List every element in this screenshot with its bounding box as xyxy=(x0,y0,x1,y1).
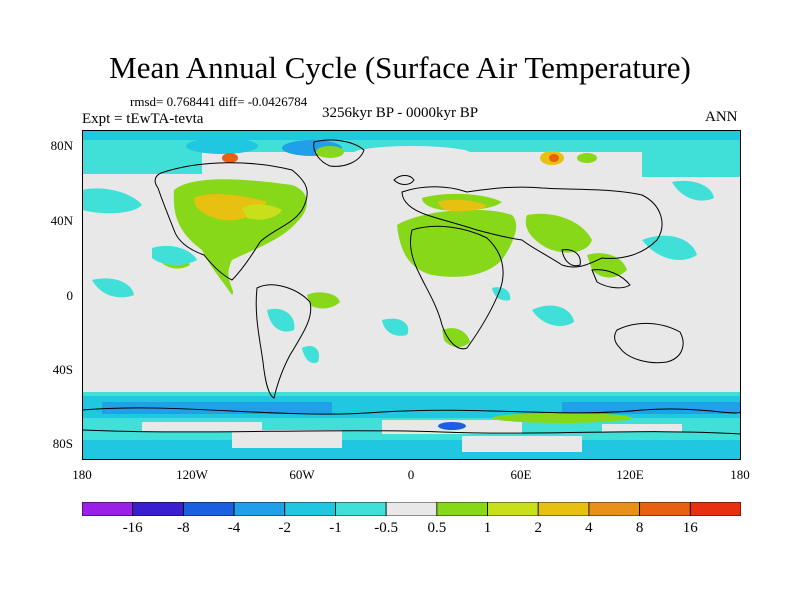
x-tick-label: 0 xyxy=(407,467,415,482)
x-tick-label: 120E xyxy=(616,467,644,482)
y-tick-label: 80S xyxy=(52,436,73,451)
map-frame xyxy=(82,130,741,460)
colorbar-box xyxy=(639,502,691,516)
colorbar-box xyxy=(689,502,741,516)
colorbar-label: -4 xyxy=(227,520,241,536)
x-tick-label: 60W xyxy=(289,467,315,482)
stats-line: rmsd= 0.768441 diff= -0.0426784 xyxy=(130,94,308,109)
southern-cool-bands xyxy=(82,392,741,460)
colorbar-box xyxy=(385,502,438,516)
experiment-label: Expt = tEwTA-tevta xyxy=(82,111,204,127)
anomaly-map xyxy=(82,130,741,460)
colorbar-label: -8 xyxy=(177,520,190,536)
colorbar-box xyxy=(335,502,387,516)
colorbar-label: 2 xyxy=(534,520,542,536)
colorbar-box xyxy=(82,502,134,516)
colorbar-box xyxy=(588,502,641,516)
colorbar-label: 8 xyxy=(635,520,644,536)
colorbar-box xyxy=(233,502,286,516)
x-tick-label: 120W xyxy=(176,467,208,482)
colorbar-box xyxy=(436,502,488,516)
colorbar-label: -0.5 xyxy=(374,520,399,536)
y-tick-label: 40N xyxy=(50,213,73,228)
colorbar-box xyxy=(487,502,539,516)
colorbar-label: -1 xyxy=(329,520,342,536)
colorbar-label: 0.5 xyxy=(427,520,447,536)
period-label: 3256kyr BP - 0000kyr BP xyxy=(322,105,479,121)
colorbar-label: 4 xyxy=(585,520,593,536)
coastlines xyxy=(82,139,741,435)
y-tick-label: 80N xyxy=(50,138,73,153)
colorbar-box xyxy=(537,502,590,516)
colorbar xyxy=(82,502,741,516)
colorbar-label: -16 xyxy=(122,520,143,536)
colorbar-label: 1 xyxy=(483,520,492,536)
colorbar-box xyxy=(182,502,235,516)
y-tick-label: 40S xyxy=(52,362,73,377)
x-tick-label: 180 xyxy=(72,467,92,482)
colorbar-box xyxy=(132,502,184,516)
x-tick-label: 180 xyxy=(730,467,750,482)
arctic-cool-areas xyxy=(82,130,741,177)
colorbar-label: 16 xyxy=(682,520,698,536)
x-tick-label: 60E xyxy=(510,467,532,482)
y-tick-label: 0 xyxy=(66,288,74,303)
season-label: ANN xyxy=(705,109,738,125)
colorbar-label: -2 xyxy=(278,520,292,536)
colorbar-box xyxy=(284,502,336,516)
plot-title: Mean Annual Cycle (Surface Air Temperatu… xyxy=(109,50,691,85)
